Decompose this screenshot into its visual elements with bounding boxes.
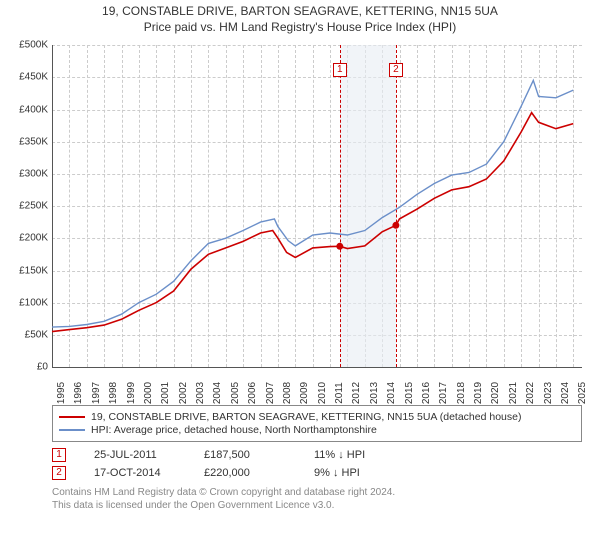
x-tick-label: 2024	[560, 382, 571, 404]
x-tick-label: 2023	[543, 382, 554, 404]
footer-line-2: This data is licensed under the Open Gov…	[52, 499, 582, 512]
y-tick-label: £450K	[19, 72, 48, 83]
x-tick-label: 2005	[230, 382, 241, 404]
x-axis: 1995199619971998199920002001200220032004…	[52, 367, 582, 399]
y-tick-label: £50K	[25, 329, 48, 340]
legend-item: 19, CONSTABLE DRIVE, BARTON SEAGRAVE, KE…	[59, 411, 575, 423]
chart-svg	[52, 45, 582, 367]
legend: 19, CONSTABLE DRIVE, BARTON SEAGRAVE, KE…	[52, 405, 582, 442]
x-tick-label: 2009	[299, 382, 310, 404]
legend-swatch	[59, 429, 85, 431]
sale-point-marker	[336, 243, 343, 250]
sale-date: 25-JUL-2011	[94, 449, 176, 461]
x-tick-label: 2018	[456, 382, 467, 404]
x-tick-label: 2022	[525, 382, 536, 404]
sale-price: £187,500	[204, 449, 286, 461]
sale-price: £220,000	[204, 467, 286, 479]
y-tick-label: £300K	[19, 168, 48, 179]
y-tick-label: £100K	[19, 297, 48, 308]
sale-marker-box: 2	[52, 466, 66, 480]
x-tick-label: 2014	[386, 382, 397, 404]
sale-delta: 9% ↓ HPI	[314, 467, 396, 479]
x-tick-label: 2012	[351, 382, 362, 404]
x-tick-label: 2016	[421, 382, 432, 404]
y-tick-label: £250K	[19, 201, 48, 212]
sale-point-marker	[392, 222, 399, 229]
x-tick-label: 1996	[73, 382, 84, 404]
legend-label: HPI: Average price, detached house, Nort…	[91, 424, 377, 436]
x-tick-label: 1998	[108, 382, 119, 404]
legend-item: HPI: Average price, detached house, Nort…	[59, 424, 575, 436]
series-property_price	[52, 113, 573, 332]
x-tick-label: 2000	[143, 382, 154, 404]
x-tick-label: 2017	[438, 382, 449, 404]
y-tick-label: £500K	[19, 40, 48, 51]
x-tick-label: 1995	[56, 382, 67, 404]
title-line-2: Price paid vs. HM Land Registry's House …	[6, 20, 594, 36]
x-tick-label: 2011	[334, 382, 345, 404]
y-tick-label: £0	[37, 362, 48, 373]
x-tick-label: 2015	[404, 382, 415, 404]
title-block: 19, CONSTABLE DRIVE, BARTON SEAGRAVE, KE…	[6, 4, 594, 35]
x-tick-label: 2002	[178, 382, 189, 404]
x-tick-label: 1997	[91, 382, 102, 404]
chart-area: £0 £50K £100K £150K £200K £250K £300K £350K £400…	[6, 39, 594, 399]
event-marker-box: 1	[333, 63, 347, 77]
y-tick-label: £350K	[19, 136, 48, 147]
x-tick-label: 2003	[195, 382, 206, 404]
x-tick-label: 2025	[577, 382, 588, 404]
x-tick-label: 2019	[473, 382, 484, 404]
footer-line-1: Contains HM Land Registry data © Crown c…	[52, 486, 582, 499]
x-tick-label: 1999	[126, 382, 137, 404]
x-tick-label: 2007	[265, 382, 276, 404]
footer: Contains HM Land Registry data © Crown c…	[52, 486, 582, 512]
legend-label: 19, CONSTABLE DRIVE, BARTON SEAGRAVE, KE…	[91, 411, 521, 423]
y-tick-label: £200K	[19, 233, 48, 244]
x-tick-label: 2006	[247, 382, 258, 404]
y-axis: £0 £50K £100K £150K £200K £250K £300K £350K £400…	[6, 39, 50, 373]
sales-table: 1 25-JUL-2011 £187,500 11% ↓ HPI 2 17-OCT-201…	[52, 448, 582, 480]
y-tick-label: £150K	[19, 265, 48, 276]
sale-row: 1 25-JUL-2011 £187,500 11% ↓ HPI	[52, 448, 582, 462]
plot-area	[52, 45, 582, 367]
x-tick-label: 2013	[369, 382, 380, 404]
sale-delta: 11% ↓ HPI	[314, 449, 396, 461]
chart-container: 19, CONSTABLE DRIVE, BARTON SEAGRAVE, KE…	[0, 0, 600, 560]
x-tick-label: 2010	[317, 382, 328, 404]
x-tick-label: 2021	[508, 382, 519, 404]
sale-date: 17-OCT-2014	[94, 467, 176, 479]
sale-row: 2 17-OCT-2014 £220,000 9% ↓ HPI	[52, 466, 582, 480]
event-marker-box: 2	[389, 63, 403, 77]
sale-marker-box: 1	[52, 448, 66, 462]
legend-swatch	[59, 416, 85, 418]
x-tick-label: 2008	[282, 382, 293, 404]
x-tick-label: 2020	[490, 382, 501, 404]
series-hpi	[52, 81, 573, 328]
x-tick-label: 2004	[212, 382, 223, 404]
y-tick-label: £400K	[19, 104, 48, 115]
x-tick-label: 2001	[160, 382, 171, 404]
title-line-1: 19, CONSTABLE DRIVE, BARTON SEAGRAVE, KE…	[6, 4, 594, 20]
